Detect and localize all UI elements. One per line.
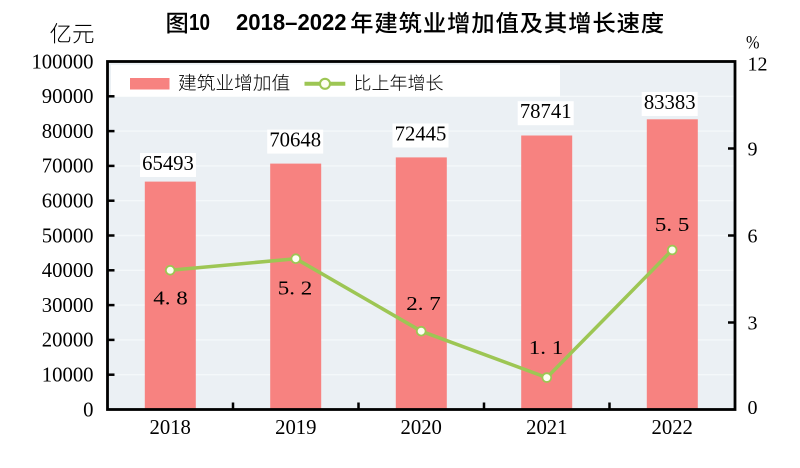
svg-text:2018: 2018 <box>150 417 191 439</box>
svg-text:5. 5: 5. 5 <box>655 214 690 236</box>
svg-text:2022: 2022 <box>652 417 693 439</box>
svg-text:3: 3 <box>748 312 758 334</box>
svg-text:100000: 100000 <box>31 51 93 73</box>
svg-text:5. 2: 5. 2 <box>278 278 313 300</box>
svg-text:80000: 80000 <box>42 121 94 143</box>
svg-text:30000: 30000 <box>42 295 94 317</box>
svg-text:65493: 65493 <box>142 153 194 175</box>
svg-text:0: 0 <box>748 397 758 419</box>
svg-text:20000: 20000 <box>42 330 94 352</box>
svg-text:60000: 60000 <box>42 191 94 213</box>
svg-text:2018–2022: 2018–2022 <box>236 9 347 35</box>
svg-text:70648: 70648 <box>269 130 321 152</box>
svg-text:70000: 70000 <box>42 156 94 178</box>
svg-text:%: % <box>746 33 760 54</box>
svg-text:4. 8: 4. 8 <box>153 288 188 310</box>
svg-text:10000: 10000 <box>42 365 94 387</box>
svg-text:6: 6 <box>748 225 758 247</box>
svg-text:9: 9 <box>748 138 758 160</box>
svg-text:78741: 78741 <box>520 101 572 123</box>
svg-text:12: 12 <box>748 54 768 76</box>
svg-text:83383: 83383 <box>644 92 696 114</box>
svg-text:2. 7: 2. 7 <box>406 293 441 315</box>
svg-text:90000: 90000 <box>42 86 94 108</box>
svg-text:1. 1: 1. 1 <box>529 337 564 359</box>
svg-text:2020: 2020 <box>401 417 442 439</box>
svg-text:10: 10 <box>189 9 210 35</box>
svg-text:72445: 72445 <box>395 124 447 146</box>
svg-text:2019: 2019 <box>275 417 316 439</box>
svg-text:40000: 40000 <box>42 260 94 282</box>
svg-text:50000: 50000 <box>42 225 94 247</box>
svg-text:2021: 2021 <box>526 417 567 439</box>
svg-text:0: 0 <box>83 399 93 421</box>
